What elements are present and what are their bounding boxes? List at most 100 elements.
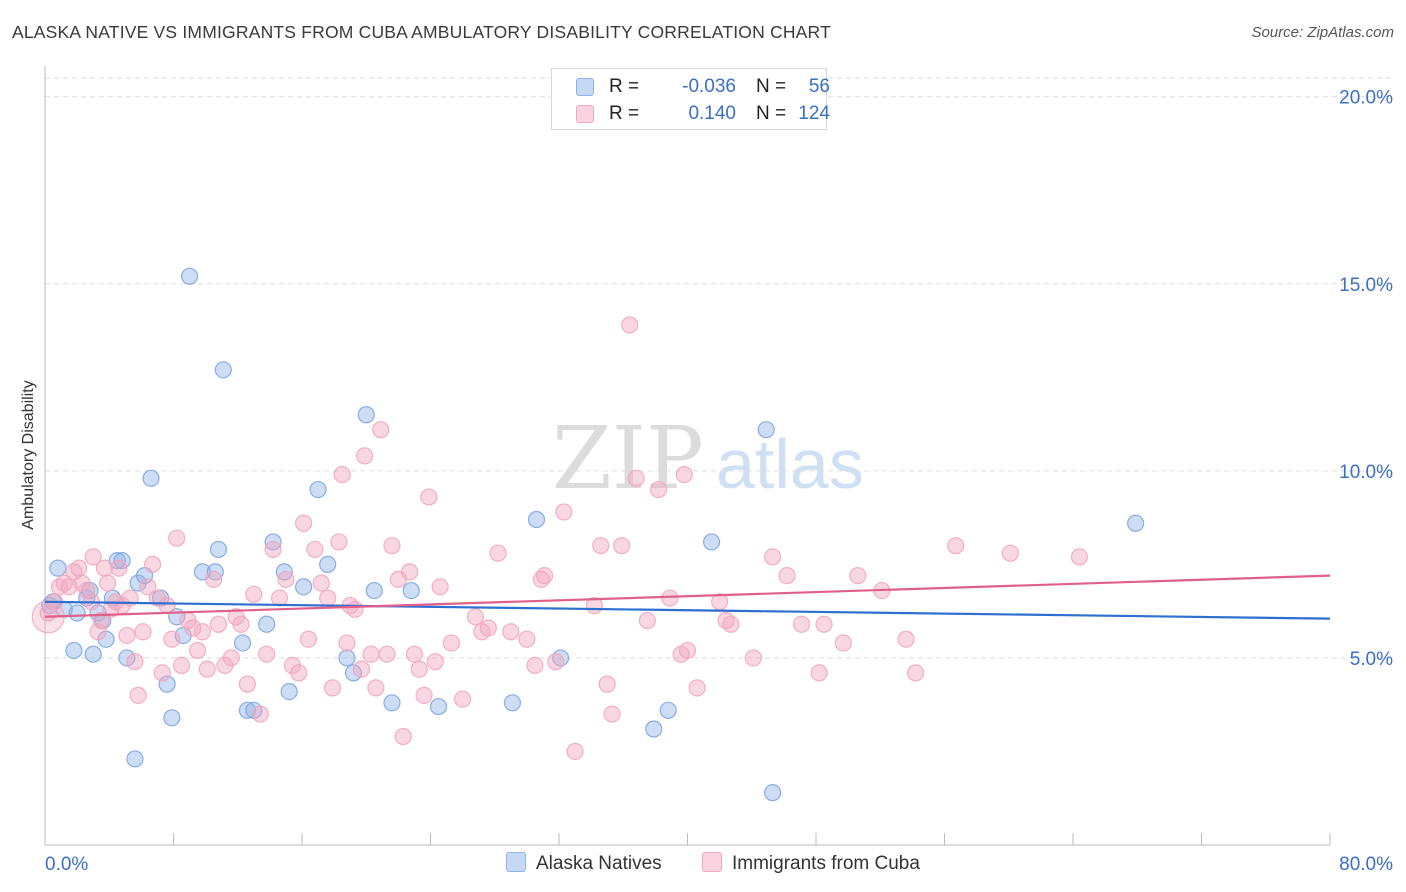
data-point <box>277 570 295 588</box>
watermark: ZIP atlas <box>552 409 864 509</box>
data-point <box>815 615 833 633</box>
data-point <box>402 581 420 600</box>
legend-n-value: 56 <box>808 76 830 97</box>
data-point <box>84 645 102 663</box>
data-point <box>638 611 656 630</box>
data-point <box>383 694 401 712</box>
data-point <box>126 653 144 671</box>
data-point <box>126 750 144 768</box>
data-point <box>338 634 356 652</box>
series-immigrants-from-cuba <box>31 316 1089 761</box>
data-point <box>489 544 507 562</box>
chart-title: ALASKA NATIVE VS IMMIGRANTS FROM CUBA AM… <box>12 22 831 42</box>
data-point <box>466 608 485 626</box>
data-point <box>479 619 497 637</box>
data-point <box>405 645 424 663</box>
bottom-legend-cuba: Immigrants from Cuba <box>702 852 920 875</box>
data-point <box>431 578 449 596</box>
data-point <box>678 641 697 660</box>
data-point <box>172 656 191 675</box>
data-point <box>1001 544 1019 562</box>
data-point <box>312 574 330 592</box>
data-point <box>849 567 867 585</box>
data-point <box>84 548 102 566</box>
data-point <box>906 664 925 682</box>
data-point <box>70 559 88 577</box>
data-point <box>429 697 448 716</box>
data-point <box>193 623 212 641</box>
data-point <box>209 540 228 559</box>
watermark-zip: ZIP <box>552 409 704 509</box>
data-point <box>357 406 375 424</box>
data-point <box>518 630 536 648</box>
data-point <box>163 630 181 648</box>
y-tick-label: 10.0% <box>1339 462 1393 483</box>
data-point <box>365 581 383 600</box>
data-point <box>744 649 762 667</box>
data-point <box>547 653 565 671</box>
data-point <box>309 480 327 499</box>
data-point <box>947 537 965 555</box>
data-point <box>420 488 438 506</box>
data-point <box>233 634 252 652</box>
data-point <box>603 705 621 723</box>
legend-r-value: 0.140 <box>688 103 736 124</box>
data-point <box>338 649 356 667</box>
data-point <box>129 686 147 704</box>
data-point <box>757 421 775 439</box>
data-point <box>344 664 362 682</box>
data-point <box>688 679 706 697</box>
legend-swatch-alaska <box>576 78 594 96</box>
bottom-legend-label-alaska: Alaska Natives <box>536 853 662 874</box>
data-point <box>649 480 668 499</box>
data-point <box>810 664 828 682</box>
trend-line-cuba <box>44 574 1331 618</box>
data-point <box>330 533 348 551</box>
data-point <box>454 690 472 708</box>
data-point <box>264 540 282 559</box>
data-point <box>702 533 721 551</box>
data-point <box>503 694 522 712</box>
data-point <box>205 570 223 588</box>
data-point <box>258 615 276 633</box>
data-point <box>527 510 546 529</box>
data-point <box>295 578 313 596</box>
data-point <box>442 634 460 652</box>
data-point <box>245 585 263 603</box>
data-point <box>346 600 364 618</box>
data-point <box>778 567 796 585</box>
bottom-legend-swatch-cuba <box>702 852 722 872</box>
data-point <box>270 589 289 607</box>
axes <box>44 66 1331 846</box>
data-point <box>158 596 176 615</box>
data-point <box>290 664 308 682</box>
y-tick-label: 20.0% <box>1339 88 1393 109</box>
data-point <box>367 679 385 697</box>
data-point <box>661 589 679 607</box>
data-point <box>613 537 631 555</box>
y-axis-label: Ambulatory Disability <box>20 380 37 530</box>
data-point <box>319 589 337 607</box>
data-point <box>232 615 250 633</box>
data-point <box>134 623 152 641</box>
data-point <box>592 537 610 555</box>
data-point <box>222 649 240 667</box>
data-point <box>65 641 83 660</box>
legend-n-value: 124 <box>798 103 830 124</box>
data-point <box>238 675 256 693</box>
legend-n-label: N = <box>756 76 787 97</box>
data-point <box>502 623 520 641</box>
data-point <box>722 615 740 633</box>
data-point <box>299 630 318 648</box>
data-point <box>214 361 232 379</box>
correlation-legend: R = -0.036 N = 56 R = 0.140 N = 124 <box>551 68 830 130</box>
data-point <box>555 503 573 521</box>
data-point <box>659 701 677 719</box>
data-point <box>49 559 67 577</box>
data-point <box>163 709 181 727</box>
data-point <box>280 682 298 701</box>
data-point <box>1127 514 1145 532</box>
trend-line-alaska <box>44 600 1331 620</box>
data-point <box>834 634 852 652</box>
data-point <box>319 555 337 573</box>
